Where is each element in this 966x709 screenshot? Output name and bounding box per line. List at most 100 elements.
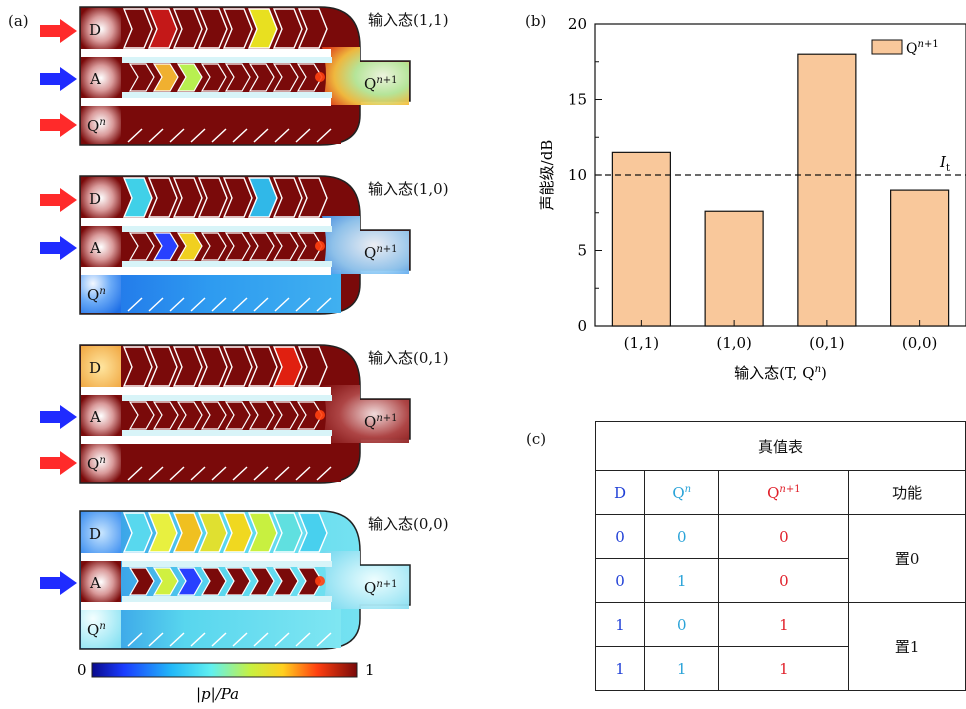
a-end-spot <box>315 410 325 420</box>
device-panel: DAQnQn+1输入态(1,1)DAQnQn+1输入态(1,0)DAQnQn+1… <box>40 6 449 703</box>
input-state-label: 输入态(0,1) <box>368 349 449 367</box>
upper-chevron <box>197 177 228 218</box>
lower-vane <box>295 466 311 481</box>
y-tick-label: 15 <box>568 91 587 109</box>
lower-vane <box>211 128 227 143</box>
wall-lower <box>81 267 331 275</box>
lower-vane <box>274 632 290 647</box>
y-tick-label: 10 <box>568 166 587 184</box>
input-state-label: 输入态(1,1) <box>368 11 449 29</box>
middle-chevron <box>200 567 227 596</box>
upper-chevron <box>222 8 253 49</box>
middle-chevron <box>176 401 203 430</box>
colorbar-min-label: 0 <box>77 661 87 679</box>
colorbar-axis-label: |p|/Pa <box>196 685 239 703</box>
truth-table-header-row: D Qn Qn+1 功能 <box>594 470 966 515</box>
port-a-tile <box>81 226 121 268</box>
upper-chevron <box>272 346 303 387</box>
x-tick-label: (0,0) <box>902 334 938 352</box>
cell-qn: 1 <box>644 558 720 603</box>
cell-qn: 0 <box>644 514 720 559</box>
port-a-label: A <box>89 239 101 257</box>
inner-tube-upper <box>122 561 332 567</box>
inner-tube-upper <box>122 57 332 63</box>
upper-chevron <box>122 177 153 218</box>
output-region <box>322 385 409 443</box>
panel-label-c: (c) <box>526 430 547 448</box>
lower-vane <box>274 128 290 143</box>
y-tick-label: 5 <box>577 242 587 260</box>
arrow-a-icon <box>40 405 77 429</box>
inner-tube-lower <box>122 430 332 436</box>
middle-chevron <box>248 401 275 430</box>
a-end-spot <box>315 241 325 251</box>
lower-vane <box>148 466 164 481</box>
middle-chevron <box>248 567 275 596</box>
lower-vane <box>190 466 206 481</box>
cell-function-reset: 置0 <box>848 514 966 603</box>
upper-chevron <box>172 512 203 553</box>
lower-channel <box>81 605 341 648</box>
middle-chevron <box>248 63 275 92</box>
middle-chevron <box>152 401 179 430</box>
lower-vane <box>148 128 164 143</box>
port-d-label: D <box>89 190 101 208</box>
lower-vane <box>253 466 269 481</box>
upper-chevron <box>147 177 178 218</box>
lower-vane <box>148 297 164 312</box>
upper-chevron <box>272 177 303 218</box>
port-q-tile <box>81 102 121 144</box>
port-q-tile <box>81 440 121 482</box>
middle-chevron <box>200 232 227 261</box>
lower-vane <box>232 128 248 143</box>
arrow-d-icon <box>40 19 77 43</box>
middle-chevron <box>296 63 323 92</box>
lower-vane <box>253 128 269 143</box>
port-d-tile <box>81 177 121 219</box>
cell-function-set: 置1 <box>848 602 966 691</box>
lower-vane <box>169 466 185 481</box>
lower-vane <box>211 632 227 647</box>
x-tick-label: (0,1) <box>809 334 845 352</box>
upper-chevron <box>297 8 328 49</box>
wall-upper <box>81 553 331 561</box>
upper-chevron <box>197 346 228 387</box>
upper-chevron <box>172 346 203 387</box>
upper-chevron <box>122 8 153 49</box>
colorbar: 0 1 |p|/Pa <box>77 661 375 703</box>
cell-d: 1 <box>594 646 646 691</box>
lower-vane <box>274 297 290 312</box>
port-a-label: A <box>89 408 101 426</box>
a-end-spot <box>315 576 325 586</box>
inner-tube-upper <box>122 395 332 401</box>
inner-tube-lower <box>122 596 332 602</box>
port-q-tile <box>81 606 121 648</box>
bar <box>890 189 950 327</box>
middle-chevron <box>128 401 155 430</box>
lower-vane <box>190 297 206 312</box>
lower-vane <box>127 128 143 143</box>
cell-qn1: 0 <box>718 558 850 603</box>
middle-chevron <box>176 567 203 596</box>
upper-chevron <box>297 177 328 218</box>
lower-vane <box>232 466 248 481</box>
lower-vane <box>295 297 311 312</box>
panel-label-a: (a) <box>8 12 29 30</box>
lower-vane <box>127 466 143 481</box>
wall-upper <box>81 218 331 226</box>
upper-chevron <box>247 346 278 387</box>
upper-chevron <box>197 8 228 49</box>
middle-chevron <box>152 567 179 596</box>
input-state-label: 输入态(0,0) <box>368 515 449 533</box>
table-row: 1 1 1 <box>594 646 966 691</box>
upper-chevron <box>247 177 278 218</box>
upper-chevron <box>272 512 303 553</box>
x-tick-label: (1,0) <box>716 334 752 352</box>
lower-vane <box>190 128 206 143</box>
lower-vane <box>232 297 248 312</box>
port-d-tile <box>81 8 121 50</box>
legend-swatch <box>871 39 903 55</box>
lower-vane <box>253 297 269 312</box>
header-d: D <box>594 470 646 515</box>
